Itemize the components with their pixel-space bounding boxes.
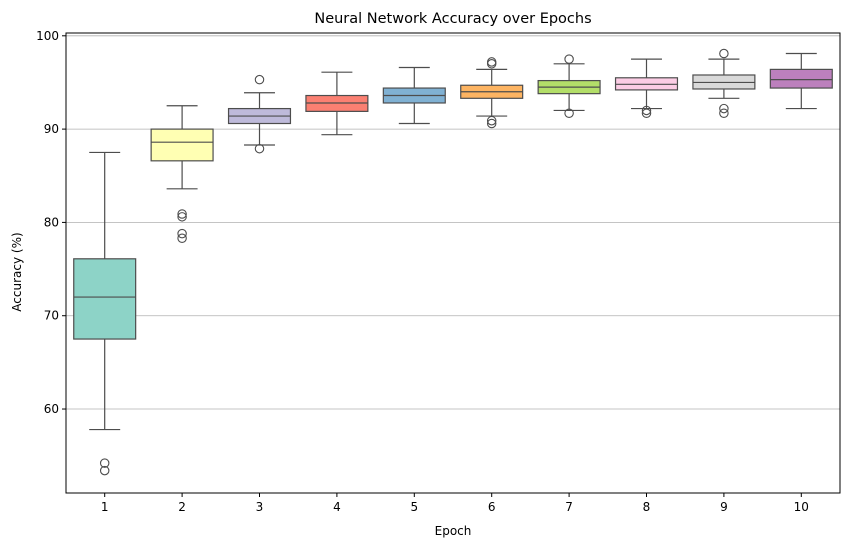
outlier-point bbox=[177, 212, 187, 222]
outlier-point bbox=[177, 233, 187, 244]
x-tick-label: 8 bbox=[643, 500, 651, 514]
chart-title: Neural Network Accuracy over Epochs bbox=[314, 11, 591, 27]
outlier-point bbox=[564, 108, 574, 118]
x-tick-label: 4 bbox=[333, 500, 341, 514]
x-axis-title: Epoch bbox=[435, 524, 472, 538]
iqr-box bbox=[150, 128, 214, 162]
outlier-point bbox=[99, 458, 110, 468]
x-tick-label: 2 bbox=[178, 500, 186, 514]
box-group-epoch-3 bbox=[227, 74, 292, 154]
box-group-epoch-5 bbox=[382, 66, 446, 125]
box-group-epoch-8 bbox=[614, 58, 679, 118]
x-tick-label: 7 bbox=[565, 500, 573, 514]
outlier-point bbox=[719, 103, 729, 114]
plot-frame bbox=[65, 32, 841, 494]
y-tick-label: 70 bbox=[44, 309, 59, 323]
box-group-epoch-1 bbox=[73, 151, 137, 476]
outlier-point bbox=[486, 115, 497, 126]
outlier-point bbox=[641, 108, 652, 118]
box-group-epoch-10 bbox=[769, 52, 833, 110]
box-group-epoch-6 bbox=[460, 57, 524, 129]
x-axis: 1 2 3 4 5 6 7 8 9 10 bbox=[101, 493, 809, 514]
x-tick-label: 3 bbox=[256, 500, 264, 514]
x-tick-label: 9 bbox=[720, 500, 728, 514]
outlier-point bbox=[486, 59, 497, 69]
x-tick-label: 6 bbox=[488, 500, 496, 514]
y-axis-title: Accuracy (%) bbox=[10, 232, 24, 311]
outlier-point bbox=[486, 57, 497, 67]
x-tick-label: 10 bbox=[794, 500, 809, 514]
y-tick-label: 100 bbox=[36, 29, 59, 43]
box-group-epoch-2 bbox=[150, 105, 214, 244]
outlier-point bbox=[99, 465, 110, 476]
iqr-box bbox=[73, 258, 137, 340]
outlier-point bbox=[254, 74, 265, 85]
x-tick-label: 1 bbox=[101, 500, 109, 514]
iqr-box bbox=[769, 68, 833, 89]
outlier-point bbox=[719, 48, 729, 59]
outlier-point bbox=[254, 143, 265, 154]
outlier-point bbox=[719, 108, 729, 118]
box-group-epoch-7 bbox=[537, 54, 601, 118]
y-axis: 60 70 80 90 100 bbox=[36, 29, 66, 416]
outlier-point bbox=[177, 209, 187, 219]
outlier-point bbox=[486, 118, 497, 129]
y-tick-label: 80 bbox=[44, 215, 59, 229]
y-tick-label: 90 bbox=[44, 122, 59, 136]
box-group-epoch-9 bbox=[692, 48, 756, 118]
y-tick-label: 60 bbox=[44, 402, 59, 416]
outlier-point bbox=[564, 54, 574, 64]
box-group-epoch-4 bbox=[305, 71, 369, 136]
outlier-point bbox=[641, 105, 652, 116]
outlier-point bbox=[177, 228, 187, 239]
x-tick-label: 5 bbox=[410, 500, 418, 514]
boxes bbox=[73, 48, 833, 476]
